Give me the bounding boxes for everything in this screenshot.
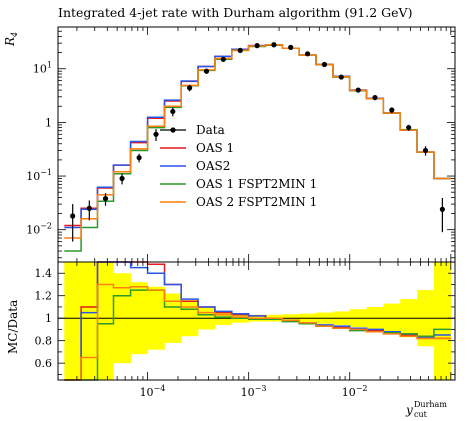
data-point: [439, 206, 445, 212]
data-point: [422, 147, 429, 154]
ratio-panel-frame: [57, 261, 456, 381]
ratio-y-tick-label: 0.6: [35, 357, 53, 370]
main-panel-frame: [57, 26, 456, 263]
data-point: [220, 56, 226, 62]
data-point: [254, 43, 260, 49]
series-line-3: [64, 44, 451, 239]
data-point: [271, 42, 277, 48]
data-point: [389, 107, 395, 113]
ratio-y-tick-label: 1.4: [35, 267, 53, 280]
x-tick-label: 10−2: [342, 384, 368, 399]
svg-text:cut: cut: [414, 410, 428, 419]
data-point: [86, 205, 92, 211]
data-point: [355, 87, 361, 93]
band-bin: [81, 262, 98, 380]
uncertainty-band: [58, 262, 455, 380]
main-ylabel: R4: [3, 32, 19, 47]
legend-marker: [170, 127, 176, 133]
axes: 10−4 10−3 10−2 10−2 10−1 1 101 0.6 0.8 1 1.2 1.4: [26, 26, 455, 399]
data-point: [406, 124, 412, 131]
data-point: [187, 85, 193, 91]
ratio-y-tick-label: 0.8: [35, 335, 53, 348]
ratio-ylabel: MC/Data: [6, 300, 20, 354]
legend-item-2: OAS 1 FSPT2MIN 1: [160, 177, 317, 191]
data-point: [321, 61, 328, 68]
series-line-2: [64, 44, 451, 252]
x-axis-label: y cut Durham: [405, 400, 447, 419]
plot-title: Integrated 4-jet rate with Durham algori…: [58, 5, 412, 20]
data-point: [119, 175, 125, 182]
data-point: [304, 51, 311, 57]
y-tick-label: 101: [33, 61, 52, 76]
ratio-y-tick-label: 1.2: [35, 290, 53, 303]
svg-text:R4: R4: [3, 32, 19, 47]
ratio-line-3: [64, 283, 451, 381]
data-point: [372, 94, 378, 101]
band-bin: [433, 262, 452, 380]
legend-item-3: OAS 2 FSPT2MIN 1: [160, 195, 317, 209]
data-point: [170, 108, 176, 115]
legend-label: OAS 2 FSPT2MIN 1: [196, 195, 317, 209]
data-point: [153, 131, 159, 137]
band-bin: [97, 262, 114, 380]
x-tick-label: 10−3: [241, 384, 267, 399]
y-tick-label: 10−1: [26, 168, 52, 183]
data-point: [288, 44, 294, 50]
ratio-y-tick-label: 1: [45, 312, 52, 325]
legend-item-1: OAS2: [160, 159, 230, 173]
band-bin: [64, 262, 82, 380]
data-point: [70, 213, 76, 219]
main-series-group: [64, 44, 451, 252]
data-point: [338, 74, 344, 80]
data-point: [237, 47, 243, 53]
legend-item-data: Data: [160, 123, 225, 137]
legend-item-0: OAS 1: [160, 141, 234, 155]
data-points: [70, 42, 445, 242]
legend-label: Data: [196, 123, 225, 137]
svg-text:y: y: [405, 403, 413, 417]
legend-label: OAS2: [196, 159, 230, 173]
data-point: [203, 68, 210, 74]
x-tick-label: 10−4: [140, 384, 166, 399]
y-tick-label: 10−2: [26, 222, 52, 237]
data-point: [136, 155, 142, 161]
legend: Data OAS 1 OAS2 OAS 1 FSPT2MIN 1 OAS 2 FSPT2…: [160, 123, 317, 209]
legend-label: OAS 1 FSPT2MIN 1: [196, 177, 317, 191]
ratio-line-1: [64, 261, 451, 381]
legend-label: OAS 1: [196, 141, 234, 155]
data-point: [102, 195, 109, 202]
svg-text:Durham: Durham: [414, 400, 447, 409]
y-tick-label: 1: [45, 116, 52, 129]
